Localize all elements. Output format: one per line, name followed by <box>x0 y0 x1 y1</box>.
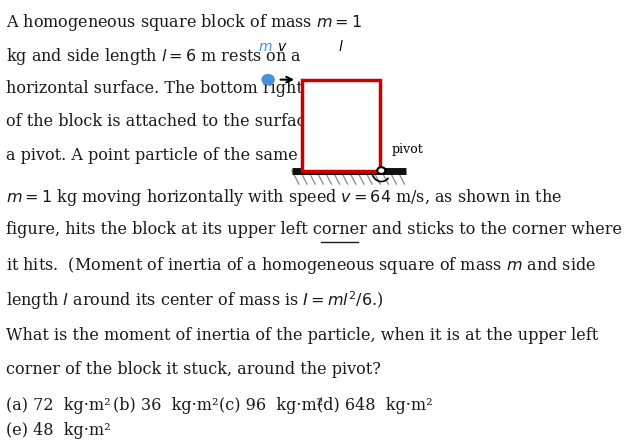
Bar <box>302 80 380 171</box>
Text: (e) 48  kg·m²: (e) 48 kg·m² <box>6 422 111 439</box>
Text: What is the moment of inertia of the particle, when it is at the upper left: What is the moment of inertia of the par… <box>6 327 598 344</box>
Text: (d) 648  kg·m²: (d) 648 kg·m² <box>317 397 432 414</box>
Text: horizontal surface. The bottom right corner: horizontal surface. The bottom right cor… <box>6 80 363 97</box>
Text: pivot: pivot <box>391 143 423 156</box>
Text: $m = 1$ kg moving horizontally with speed $v = 64$ m/s, as shown in the: $m = 1$ kg moving horizontally with spee… <box>6 187 563 209</box>
Text: length $l$ around its center of mass is $I = ml^2/6$.): length $l$ around its center of mass is … <box>6 289 384 312</box>
Text: A homogeneous square block of mass $m = 1$: A homogeneous square block of mass $m = … <box>6 12 363 33</box>
Text: (c) 96  kg·m²: (c) 96 kg·m² <box>219 397 323 414</box>
Text: kg and side length $l = 6$ m rests on a: kg and side length $l = 6$ m rests on a <box>6 46 303 67</box>
Circle shape <box>377 167 385 174</box>
Text: corner of the block it stuck, around the pivot?: corner of the block it stuck, around the… <box>6 361 382 378</box>
Circle shape <box>262 75 274 85</box>
Text: of the block is attached to the surface by: of the block is attached to the surface … <box>6 113 340 131</box>
Text: (b) 36  kg·m²: (b) 36 kg·m² <box>113 397 218 414</box>
Text: figure, hits the block at its upper left corner and sticks to the corner where: figure, hits the block at its upper left… <box>6 221 623 238</box>
Text: $m$: $m$ <box>333 113 349 131</box>
Text: $v$: $v$ <box>277 40 287 54</box>
Text: it hits.  (Moment of inertia of a homogeneous square of mass $m$ and side: it hits. (Moment of inertia of a homogen… <box>6 255 597 276</box>
Text: a pivot. A point particle of the same mass: a pivot. A point particle of the same ma… <box>6 147 345 164</box>
Text: $l$: $l$ <box>338 39 344 54</box>
Text: $m$: $m$ <box>258 40 272 54</box>
Text: (a) 72  kg·m²: (a) 72 kg·m² <box>6 397 111 414</box>
